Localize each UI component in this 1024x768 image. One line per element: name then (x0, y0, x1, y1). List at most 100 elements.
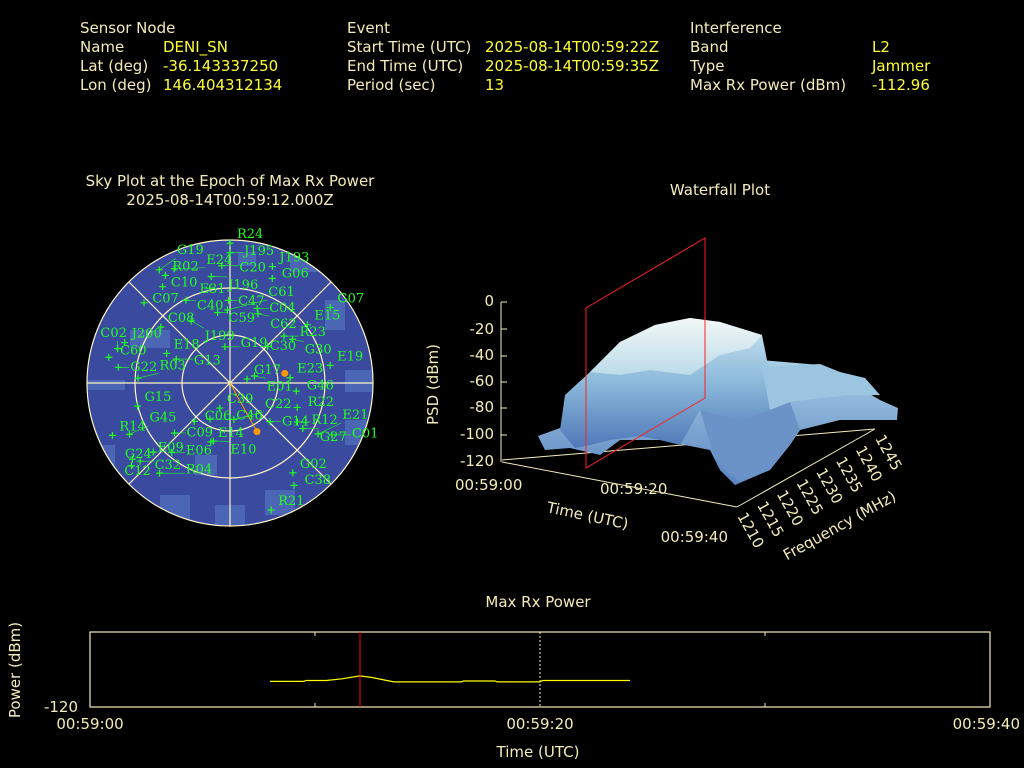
satellite-leader-line (129, 425, 149, 435)
satellite-label-G22: G22 (130, 360, 157, 375)
satellite-marker-R22 (293, 403, 301, 411)
satellite-label-R03: R03 (160, 358, 186, 373)
satellite-label-E01: E01 (267, 379, 293, 394)
satellite-marker-C38 (290, 481, 298, 489)
satellite-label-C04: C04 (269, 301, 296, 316)
satellite-leader-line (317, 422, 342, 435)
satellite-marker-J200 (121, 339, 129, 347)
z-tick-label: 0 (484, 292, 494, 310)
z-tick-label: -80 (470, 398, 495, 416)
satellite-marker-G30 (288, 335, 296, 343)
interference-bearing-line (229, 382, 258, 432)
satellite-marker-C08 (157, 323, 165, 331)
start-label: Start Time (UTC) (347, 38, 472, 56)
satellite-marker-E15 (303, 321, 311, 329)
satellite-marker-J193 (268, 263, 276, 271)
skyplot-title: Sky Plot at the Epoch of Max Rx Power (85, 172, 375, 190)
satellite-label-C06: C06 (205, 409, 232, 424)
satellite-label-C38: C38 (305, 473, 332, 488)
satellite-label-R24: R24 (237, 227, 263, 242)
satellite-label-C39: C39 (227, 392, 254, 407)
satellite-label-C60: C60 (120, 344, 147, 359)
lon-value: 146.404312134 (163, 76, 283, 94)
satellite-marker-C06 (190, 417, 198, 425)
x-tick-label: 00:59:20 (600, 480, 667, 498)
satellite-marker-R21 (267, 506, 275, 514)
satellite-label-J196: J196 (226, 278, 258, 293)
satellite-marker-E19 (326, 361, 334, 369)
period-value: 13 (485, 76, 505, 94)
satellite-label-G15: G15 (145, 390, 172, 405)
power-series-line (270, 675, 630, 683)
satellite-leader-line (233, 411, 265, 420)
satellite-label-G30: G30 (305, 343, 332, 358)
satellite-label-G07: G07 (337, 292, 364, 307)
satellite-leader-line (227, 299, 268, 311)
satellite-leader-line (191, 320, 204, 329)
satellite-marker-G15 (133, 402, 141, 410)
satellite-marker-C12 (127, 462, 135, 470)
satellite-leader-line (174, 267, 206, 270)
satellite-marker-G19 (155, 266, 163, 274)
satellite-label-G14: G14 (282, 414, 309, 429)
satellite-label-R14: R14 (119, 419, 145, 434)
satellite-label-E14: E14 (218, 426, 244, 441)
lon-label: Lon (deg) (80, 76, 152, 94)
power-label: Max Rx Power (dBm) (690, 76, 847, 94)
satellite-label-C02: C02 (100, 326, 127, 341)
satellite-marker-E23 (286, 374, 294, 382)
z-tick-label: -40 (470, 346, 495, 364)
satellite-leader-line (292, 338, 304, 342)
satellite-marker-C10 (159, 283, 167, 291)
satellite-label-E23: E23 (297, 362, 323, 377)
x-axis-label: Time (UTC) (544, 498, 630, 533)
satellite-label-E09: E09 (158, 440, 184, 455)
y-tick-label: -120 (44, 698, 78, 716)
satellite-label-C40: C40 (197, 299, 224, 314)
satellite-marker-G02 (289, 469, 297, 477)
satellite-label-R04: R04 (186, 462, 212, 477)
satellite-label-C30: C30 (270, 339, 297, 354)
satellite-label-C46: C46 (236, 408, 262, 423)
start-value: 2025-08-14T00:59:22Z (485, 38, 659, 56)
power-value: -112.96 (872, 76, 930, 94)
y-axis-label: Power (dBm) (6, 622, 24, 718)
satellite-label-J195: J195 (242, 244, 274, 259)
satellite-marker-E31 (206, 284, 214, 292)
satellite-leader-line (254, 375, 266, 379)
sky-grid (86, 239, 374, 527)
satellite-label-R12: R12 (312, 413, 338, 428)
sensor-heading: Sensor Node (80, 19, 176, 37)
satellite-marker-C39 (216, 404, 224, 412)
satellite-label-R23: R23 (300, 325, 326, 340)
z-tick-label: -120 (460, 452, 494, 470)
waterfall-surface (538, 318, 898, 485)
power-chart: -120 00:59:00 00:59:20 00:59:40 Time (UT… (6, 622, 1020, 761)
satellite-marker-G46 (292, 387, 300, 395)
satellite-label-C09: C09 (187, 426, 214, 441)
z-tick-label: -60 (470, 372, 495, 390)
satellite-marker-G24 (128, 455, 136, 463)
lat-value: -36.143337250 (163, 57, 279, 75)
satellite-leader-line (137, 373, 159, 379)
satellite-label-G19: G19 (241, 336, 268, 351)
satellite-label-E06: E06 (186, 443, 212, 458)
satellite-marker-C30 (264, 343, 272, 351)
satellite-label-G17: G17 (254, 363, 281, 378)
end-label: End Time (UTC) (347, 57, 464, 75)
x-tick-label: 00:59:40 (661, 528, 728, 546)
satellite-label-C62: C62 (270, 317, 297, 332)
satellite-marker-G17 (243, 375, 251, 383)
period-label: Period (sec) (347, 76, 436, 94)
satellite-marker-G07 (326, 303, 334, 311)
satellite-label-J193: J193 (277, 251, 309, 266)
satellite-label-C47: C47 (238, 294, 265, 309)
satellite-label-G45: G45 (150, 411, 177, 426)
satellite-label-C59: C59 (229, 311, 256, 326)
satellite-marker-E09 (149, 448, 157, 456)
satellite-label-E21: E21 (342, 408, 368, 423)
skyplot-subtitle: 2025-08-14T00:59:12.000Z (126, 191, 334, 209)
satellite-leader-line (257, 313, 270, 317)
